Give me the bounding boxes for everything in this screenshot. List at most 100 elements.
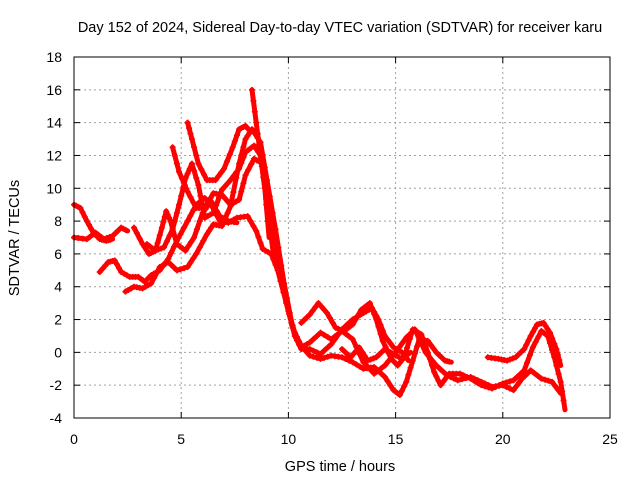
data-point-marker — [321, 354, 328, 361]
data-point-marker — [155, 246, 162, 253]
data-point-marker — [198, 166, 205, 173]
axis-ticks — [73, 56, 611, 419]
data-point-marker — [364, 357, 371, 364]
x-tick-label: 15 — [388, 431, 404, 447]
data-point-marker — [356, 344, 363, 351]
data-point-marker — [171, 218, 178, 225]
data-point-marker — [238, 160, 245, 167]
data-point-marker — [143, 247, 150, 254]
data-point-marker — [430, 345, 437, 352]
data-point-marker — [215, 173, 222, 180]
y-tick-label: 2 — [54, 312, 62, 328]
data-point-marker — [451, 375, 458, 382]
data-point-marker — [166, 232, 173, 239]
data-point-marker — [136, 235, 143, 242]
data-point-marker — [478, 382, 485, 389]
data-point-marker — [250, 223, 257, 230]
data-point-marker — [312, 303, 319, 310]
data-point-marker — [191, 234, 198, 241]
data-point-marker — [525, 337, 532, 344]
x-tick-label: 5 — [177, 431, 185, 447]
data-point-marker — [245, 166, 252, 173]
data-point-marker — [370, 355, 377, 362]
data-point-marker — [371, 311, 378, 318]
data-point-marker — [208, 224, 215, 231]
data-point-marker — [427, 341, 434, 348]
data-point-marker — [218, 223, 225, 230]
data-point-marker — [184, 188, 191, 195]
data-point-marker — [207, 195, 214, 202]
y-tick-label: 10 — [46, 180, 62, 196]
data-point-marker — [242, 136, 249, 143]
data-point-marker — [347, 354, 354, 361]
data-point-marker — [492, 383, 499, 390]
data-point-marker — [184, 218, 191, 225]
data-point-marker — [199, 203, 206, 210]
data-point-marker — [187, 194, 194, 201]
data-point-marker — [529, 344, 536, 351]
data-point-marker — [435, 377, 442, 384]
data-point-marker — [338, 326, 345, 333]
data-point-marker — [81, 213, 88, 220]
data-point-marker — [200, 237, 207, 244]
data-point-marker — [551, 382, 558, 389]
data-point-marker — [418, 331, 425, 338]
data-point-marker — [310, 336, 317, 343]
data-point-marker — [369, 305, 376, 312]
data-point-marker — [534, 372, 541, 379]
x-tick-label: 10 — [281, 431, 297, 447]
data-point-marker — [245, 126, 252, 133]
data-point-marker — [188, 238, 195, 245]
data-point-marker — [191, 144, 198, 151]
data-point-marker — [102, 262, 109, 269]
data-point-marker — [513, 383, 520, 390]
data-point-marker — [229, 144, 236, 151]
data-point-marker — [268, 229, 275, 236]
tick-labels: 0 5 10 15 20 25 -4 -2 0 2 4 6 8 10 12 14 16 18 — [46, 49, 618, 447]
y-tick-label: 18 — [46, 49, 62, 65]
data-point-marker — [373, 316, 380, 323]
data-point-marker — [510, 377, 517, 384]
data-point-marker — [151, 274, 158, 281]
data-point-marker — [529, 329, 536, 336]
data-point-marker — [224, 180, 231, 187]
data-point-marker — [283, 299, 290, 306]
data-point-marker — [310, 347, 317, 354]
data-point-marker — [355, 311, 362, 318]
data-point-marker — [169, 144, 176, 151]
data-point-marker — [326, 314, 333, 321]
data-point-marker — [156, 232, 163, 239]
data-point-marker — [230, 173, 237, 180]
data-point-marker — [371, 370, 378, 377]
data-point-marker — [409, 357, 416, 364]
data-point-marker — [554, 351, 561, 358]
data-point-marker — [185, 243, 192, 250]
data-point-marker — [481, 383, 488, 390]
data-point-marker — [506, 356, 513, 363]
data-point-marker — [171, 152, 178, 159]
data-point-marker — [324, 334, 331, 341]
data-point-marker — [161, 244, 168, 251]
data-point-marker — [193, 152, 200, 159]
data-point-marker — [187, 212, 194, 219]
data-point-marker — [317, 329, 324, 336]
data-point-marker — [406, 335, 413, 342]
data-point-marker — [306, 346, 313, 353]
data-point-marker — [188, 160, 195, 167]
data-point-marker — [313, 349, 320, 356]
y-axis-label: SDTVAR / TECUs — [7, 180, 23, 296]
grid-lines — [74, 57, 610, 418]
data-point-marker — [88, 225, 95, 232]
data-point-marker — [96, 268, 103, 275]
data-point-marker — [113, 261, 120, 268]
data-point-marker — [233, 132, 240, 139]
data-point-marker — [387, 382, 394, 389]
data-point-marker — [195, 160, 202, 167]
data-point-marker — [298, 342, 305, 349]
y-tick-label: -2 — [50, 377, 63, 393]
data-point-marker — [523, 341, 530, 348]
data-point-marker — [381, 373, 388, 380]
data-point-marker — [524, 359, 531, 366]
data-point-marker — [221, 165, 228, 172]
